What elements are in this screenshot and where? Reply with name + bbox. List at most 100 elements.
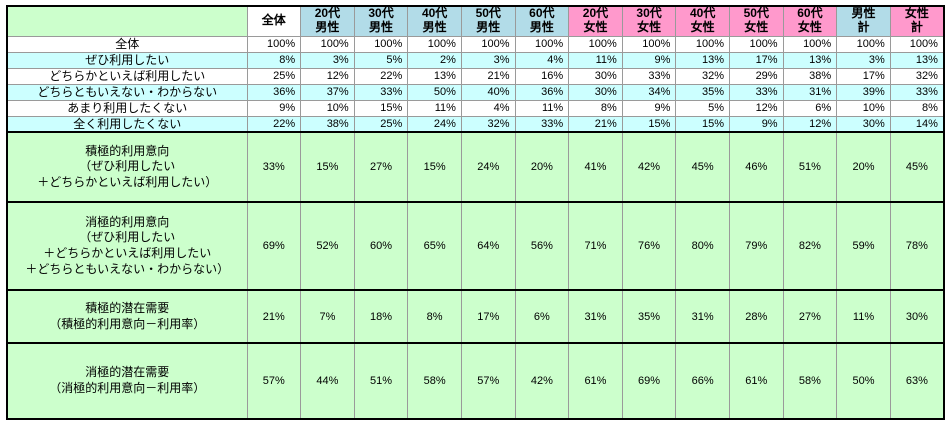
value-cell: 16% [514, 67, 570, 85]
table-row: どちらともいえない・わからない 36% 37% 33% 50% 40% 36% 30% 34% 3… [6, 83, 945, 101]
value-cell: 45% [675, 131, 730, 203]
value-cell: 25% [353, 115, 409, 133]
column-header-3: 30代 男性 [353, 5, 409, 37]
value-cell: 100% [889, 35, 945, 53]
value-cell: 5% [353, 51, 409, 69]
table-row: 消極的潜在需要 （消極的利用意向－利用率） 57% 44% 51% 58% 57% 42% 6… [6, 342, 945, 420]
value-cell: 11% [568, 51, 623, 69]
value-cell: 100% [300, 35, 355, 53]
value-cell: 12% [300, 67, 355, 85]
value-cell: 33% [728, 83, 784, 101]
value-cell: 42% [621, 131, 677, 203]
value-cell: 9% [728, 115, 784, 133]
row-label: どちらかといえば利用したい [6, 67, 248, 85]
value-cell: 33% [246, 131, 302, 203]
value-cell: 100% [460, 35, 516, 53]
row-label: 消極的潜在需要 （消極的利用意向－利用率） [6, 342, 248, 420]
column-header-6: 60代 男性 [514, 5, 570, 37]
value-cell: 18% [353, 289, 409, 344]
value-cell: 50% [407, 83, 462, 101]
value-cell: 32% [889, 67, 945, 85]
value-cell: 30% [568, 83, 623, 101]
value-cell: 82% [782, 201, 838, 291]
value-cell: 76% [621, 201, 677, 291]
value-cell: 40% [460, 83, 516, 101]
value-cell: 100% [353, 35, 409, 53]
value-cell: 52% [300, 201, 355, 291]
value-cell: 22% [246, 115, 302, 133]
value-cell: 100% [621, 35, 677, 53]
value-cell: 100% [568, 35, 623, 53]
row-label: 積極的潜在需要 （積極的利用意向－利用率） [6, 289, 248, 344]
value-cell: 8% [407, 289, 462, 344]
value-cell: 11% [407, 99, 462, 117]
value-cell: 15% [407, 131, 462, 203]
column-header-13: 女性 計 [889, 5, 945, 37]
value-cell: 8% [246, 51, 302, 69]
value-cell: 15% [353, 99, 409, 117]
value-cell: 35% [675, 83, 730, 101]
value-cell: 57% [246, 342, 302, 420]
value-cell: 100% [407, 35, 462, 53]
value-cell: 66% [675, 342, 730, 420]
value-cell: 78% [889, 201, 945, 291]
value-cell: 69% [246, 201, 302, 291]
value-cell: 8% [889, 99, 945, 117]
value-cell: 100% [782, 35, 838, 53]
value-cell: 100% [675, 35, 730, 53]
value-cell: 39% [836, 83, 891, 101]
value-cell: 32% [460, 115, 516, 133]
value-cell: 17% [728, 51, 784, 69]
value-cell: 9% [246, 99, 302, 117]
value-cell: 42% [514, 342, 570, 420]
table-row: どちらかといえば利用したい 25% 12% 22% 13% 21% 16% 30% 33% 32%… [6, 67, 945, 85]
value-cell: 33% [621, 67, 677, 85]
value-cell: 33% [353, 83, 409, 101]
value-cell: 5% [675, 99, 730, 117]
value-cell: 56% [514, 201, 570, 291]
value-cell: 3% [460, 51, 516, 69]
column-header-12: 男性 計 [836, 5, 891, 37]
value-cell: 100% [514, 35, 570, 53]
value-cell: 35% [621, 289, 677, 344]
value-cell: 4% [460, 99, 516, 117]
value-cell: 61% [568, 342, 623, 420]
value-cell: 13% [782, 51, 838, 69]
table-row: 積極的利用意向 （ぜひ利用したい ＋どちらかといえば利用したい） 33% 15% 27… [6, 131, 945, 203]
value-cell: 38% [300, 115, 355, 133]
value-cell: 65% [407, 201, 462, 291]
table-row: あまり利用したくない 9% 10% 15% 11% 4% 11% 8% 9% 5% 12% 6% 10%… [6, 99, 945, 117]
value-cell: 31% [675, 289, 730, 344]
value-cell: 57% [460, 342, 516, 420]
column-header-7: 20代 女性 [568, 5, 623, 37]
value-cell: 21% [246, 289, 302, 344]
value-cell: 61% [728, 342, 784, 420]
value-cell: 34% [621, 83, 677, 101]
value-cell: 12% [782, 115, 838, 133]
value-cell: 36% [514, 83, 570, 101]
table-row: 積極的潜在需要 （積極的利用意向－利用率） 21% 7% 18% 8% 17% 6% 31% 3… [6, 289, 945, 344]
column-header-4: 40代 男性 [407, 5, 462, 37]
value-cell: 4% [514, 51, 570, 69]
value-cell: 41% [568, 131, 623, 203]
value-cell: 30% [836, 115, 891, 133]
value-cell: 6% [782, 99, 838, 117]
value-cell: 7% [300, 289, 355, 344]
value-cell: 8% [568, 99, 623, 117]
corner-cell [6, 5, 248, 37]
value-cell: 100% [836, 35, 891, 53]
row-label: 全く利用したくない [6, 115, 248, 133]
value-cell: 36% [246, 83, 302, 101]
value-cell: 11% [514, 99, 570, 117]
value-cell: 79% [728, 201, 784, 291]
value-cell: 6% [514, 289, 570, 344]
value-cell: 100% [246, 35, 302, 53]
row-label: 全体 [6, 35, 248, 53]
value-cell: 32% [675, 67, 730, 85]
value-cell: 45% [889, 131, 945, 203]
value-cell: 46% [728, 131, 784, 203]
value-cell: 20% [514, 131, 570, 203]
value-cell: 30% [889, 289, 945, 344]
value-cell: 30% [568, 67, 623, 85]
value-cell: 100% [728, 35, 784, 53]
